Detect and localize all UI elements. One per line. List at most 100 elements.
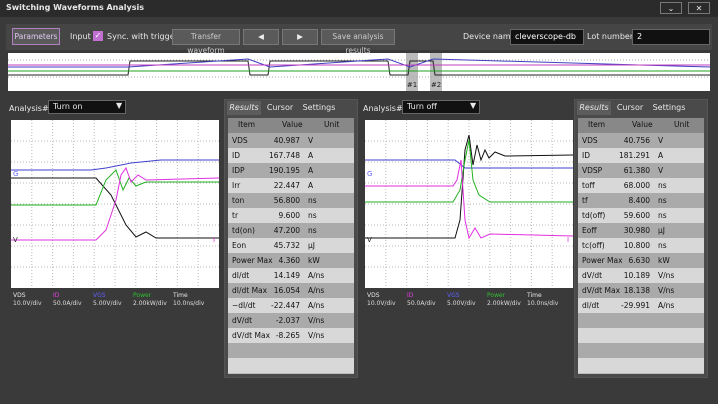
scope: G V I — [11, 120, 219, 288]
unit-cell: V/ns — [658, 271, 675, 280]
channel-scale: 50.0A/div — [407, 300, 436, 307]
table-row — [578, 343, 704, 358]
item-cell: dV/dt — [232, 316, 253, 325]
unit-cell: ns — [658, 211, 667, 220]
item-cell: dV/dt — [582, 271, 603, 280]
value-cell: 8.400 — [628, 196, 650, 205]
minimize-button[interactable]: ⌄ — [660, 2, 682, 14]
item-cell: toff — [582, 181, 595, 190]
mode-dropdown[interactable]: Turn on — [48, 100, 126, 114]
channel-scale: 2.00kW/div — [133, 300, 167, 307]
parameters-button[interactable]: Parameters — [12, 28, 60, 45]
item-cell: tf — [582, 196, 588, 205]
prev-button[interactable]: ◀ — [243, 29, 279, 45]
device-input[interactable]: cleverscope-db — [510, 29, 584, 45]
channel-scale: 10.0ns/div — [527, 300, 559, 307]
channel-scale: 5.00V/div — [93, 300, 122, 307]
table-header: Item Value Unit — [578, 118, 704, 133]
table-row: toff 68.000 ns — [578, 178, 704, 193]
unit-cell: A — [308, 181, 314, 190]
table-row: dV/dt Max -8.265 V/ns — [228, 328, 354, 343]
table-row: dV/dt Max 18.138 V/ns — [578, 283, 704, 298]
table-row — [578, 358, 704, 373]
table-row: VDS 40.987 V — [228, 133, 354, 148]
channel-scale: 50.0A/div — [53, 300, 82, 307]
tab[interactable]: Settings — [652, 103, 686, 112]
transfer-button[interactable]: Transfer waveform — [172, 29, 240, 55]
sync-checkbox[interactable]: ✓ — [93, 31, 103, 41]
item-cell: Eoff — [582, 226, 597, 235]
trace-label: V — [13, 236, 18, 244]
value-cell: -29.991 — [621, 301, 650, 310]
trace-label: G — [367, 170, 372, 178]
unit-cell: ns — [308, 226, 317, 235]
header-cell: Value — [632, 120, 653, 129]
tab[interactable]: Cursor — [616, 103, 644, 112]
item-cell: dI/dt — [232, 271, 250, 280]
table-row: td(on) 47.200 ns — [228, 223, 354, 238]
channel-name: Time — [173, 292, 188, 299]
unit-cell: V — [658, 136, 664, 145]
table-header: Item Value Unit — [228, 118, 354, 133]
sync-label: Sync. with trigger — [107, 32, 178, 41]
table-row: tf 8.400 ns — [578, 193, 704, 208]
channel-name: Time — [527, 292, 542, 299]
table-row: Power Max 6.630 kW — [578, 253, 704, 268]
tab[interactable]: Cursor — [266, 103, 294, 112]
unit-cell: ns — [308, 211, 317, 220]
dropdown-arrow: ▼ — [116, 101, 123, 110]
item-cell: Power Max — [232, 256, 273, 265]
value-cell: 45.732 — [273, 241, 300, 250]
analysis-label: Analysis#1 — [9, 104, 54, 113]
tab[interactable]: Settings — [302, 103, 336, 112]
save-button[interactable]: Save analysis results — [321, 29, 395, 55]
close-button[interactable]: ✕ — [688, 2, 710, 14]
tab[interactable]: Results — [227, 101, 261, 115]
unit-cell: µJ — [308, 241, 315, 250]
tab[interactable]: Results — [577, 101, 611, 115]
value-cell: 22.447 — [273, 181, 300, 190]
marker-label: #2 — [431, 81, 441, 89]
lot-label: Lot number — [587, 32, 634, 41]
next-button[interactable]: ▶ — [282, 29, 318, 45]
unit-cell: ns — [658, 181, 667, 190]
item-cell: tc(off) — [582, 241, 605, 250]
item-cell: VDS — [582, 136, 598, 145]
table-row: tc(off) 10.800 ns — [578, 238, 704, 253]
value-cell: -2.037 — [275, 316, 300, 325]
unit-cell: A — [658, 151, 664, 160]
value-cell: 40.987 — [273, 136, 300, 145]
value-cell: 14.149 — [273, 271, 300, 280]
channel-name: ID — [53, 292, 60, 299]
unit-cell: A/ns — [308, 271, 325, 280]
header-cell: Unit — [674, 120, 690, 129]
value-cell: 9.600 — [278, 211, 300, 220]
item-cell: ton — [232, 196, 245, 205]
channel-scale: 10.0ns/div — [173, 300, 205, 307]
mode-dropdown[interactable]: Turn off — [402, 100, 480, 114]
item-cell: tr — [232, 211, 239, 220]
device-label: Device name — [463, 32, 516, 41]
value-cell: 10.189 — [623, 271, 650, 280]
table-row: Eon 45.732 µJ — [228, 238, 354, 253]
item-cell: td(on) — [232, 226, 255, 235]
channel-scale: 10.0V/div — [367, 300, 396, 307]
overview: #1 #2 — [8, 53, 710, 91]
item-cell: ID — [582, 151, 590, 160]
item-cell: ID — [232, 151, 240, 160]
dropdown-arrow: ▼ — [470, 101, 477, 110]
unit-cell: ns — [658, 196, 667, 205]
unit-cell: V — [308, 136, 314, 145]
table-row: ID 167.748 A — [228, 148, 354, 163]
header-cell: Value — [282, 120, 303, 129]
value-cell: 68.000 — [623, 181, 650, 190]
trace-label: I — [567, 236, 569, 244]
table-row: dI/dt -29.991 A/ns — [578, 298, 704, 313]
table-row: dI/dt 14.149 A/ns — [228, 268, 354, 283]
channel-name: VGS — [93, 292, 106, 299]
table-row: dV/dt 10.189 V/ns — [578, 268, 704, 283]
item-cell: −dI/dt — [232, 301, 256, 310]
table-row: ton 56.800 ns — [228, 193, 354, 208]
lot-input[interactable]: 2 — [632, 29, 710, 45]
